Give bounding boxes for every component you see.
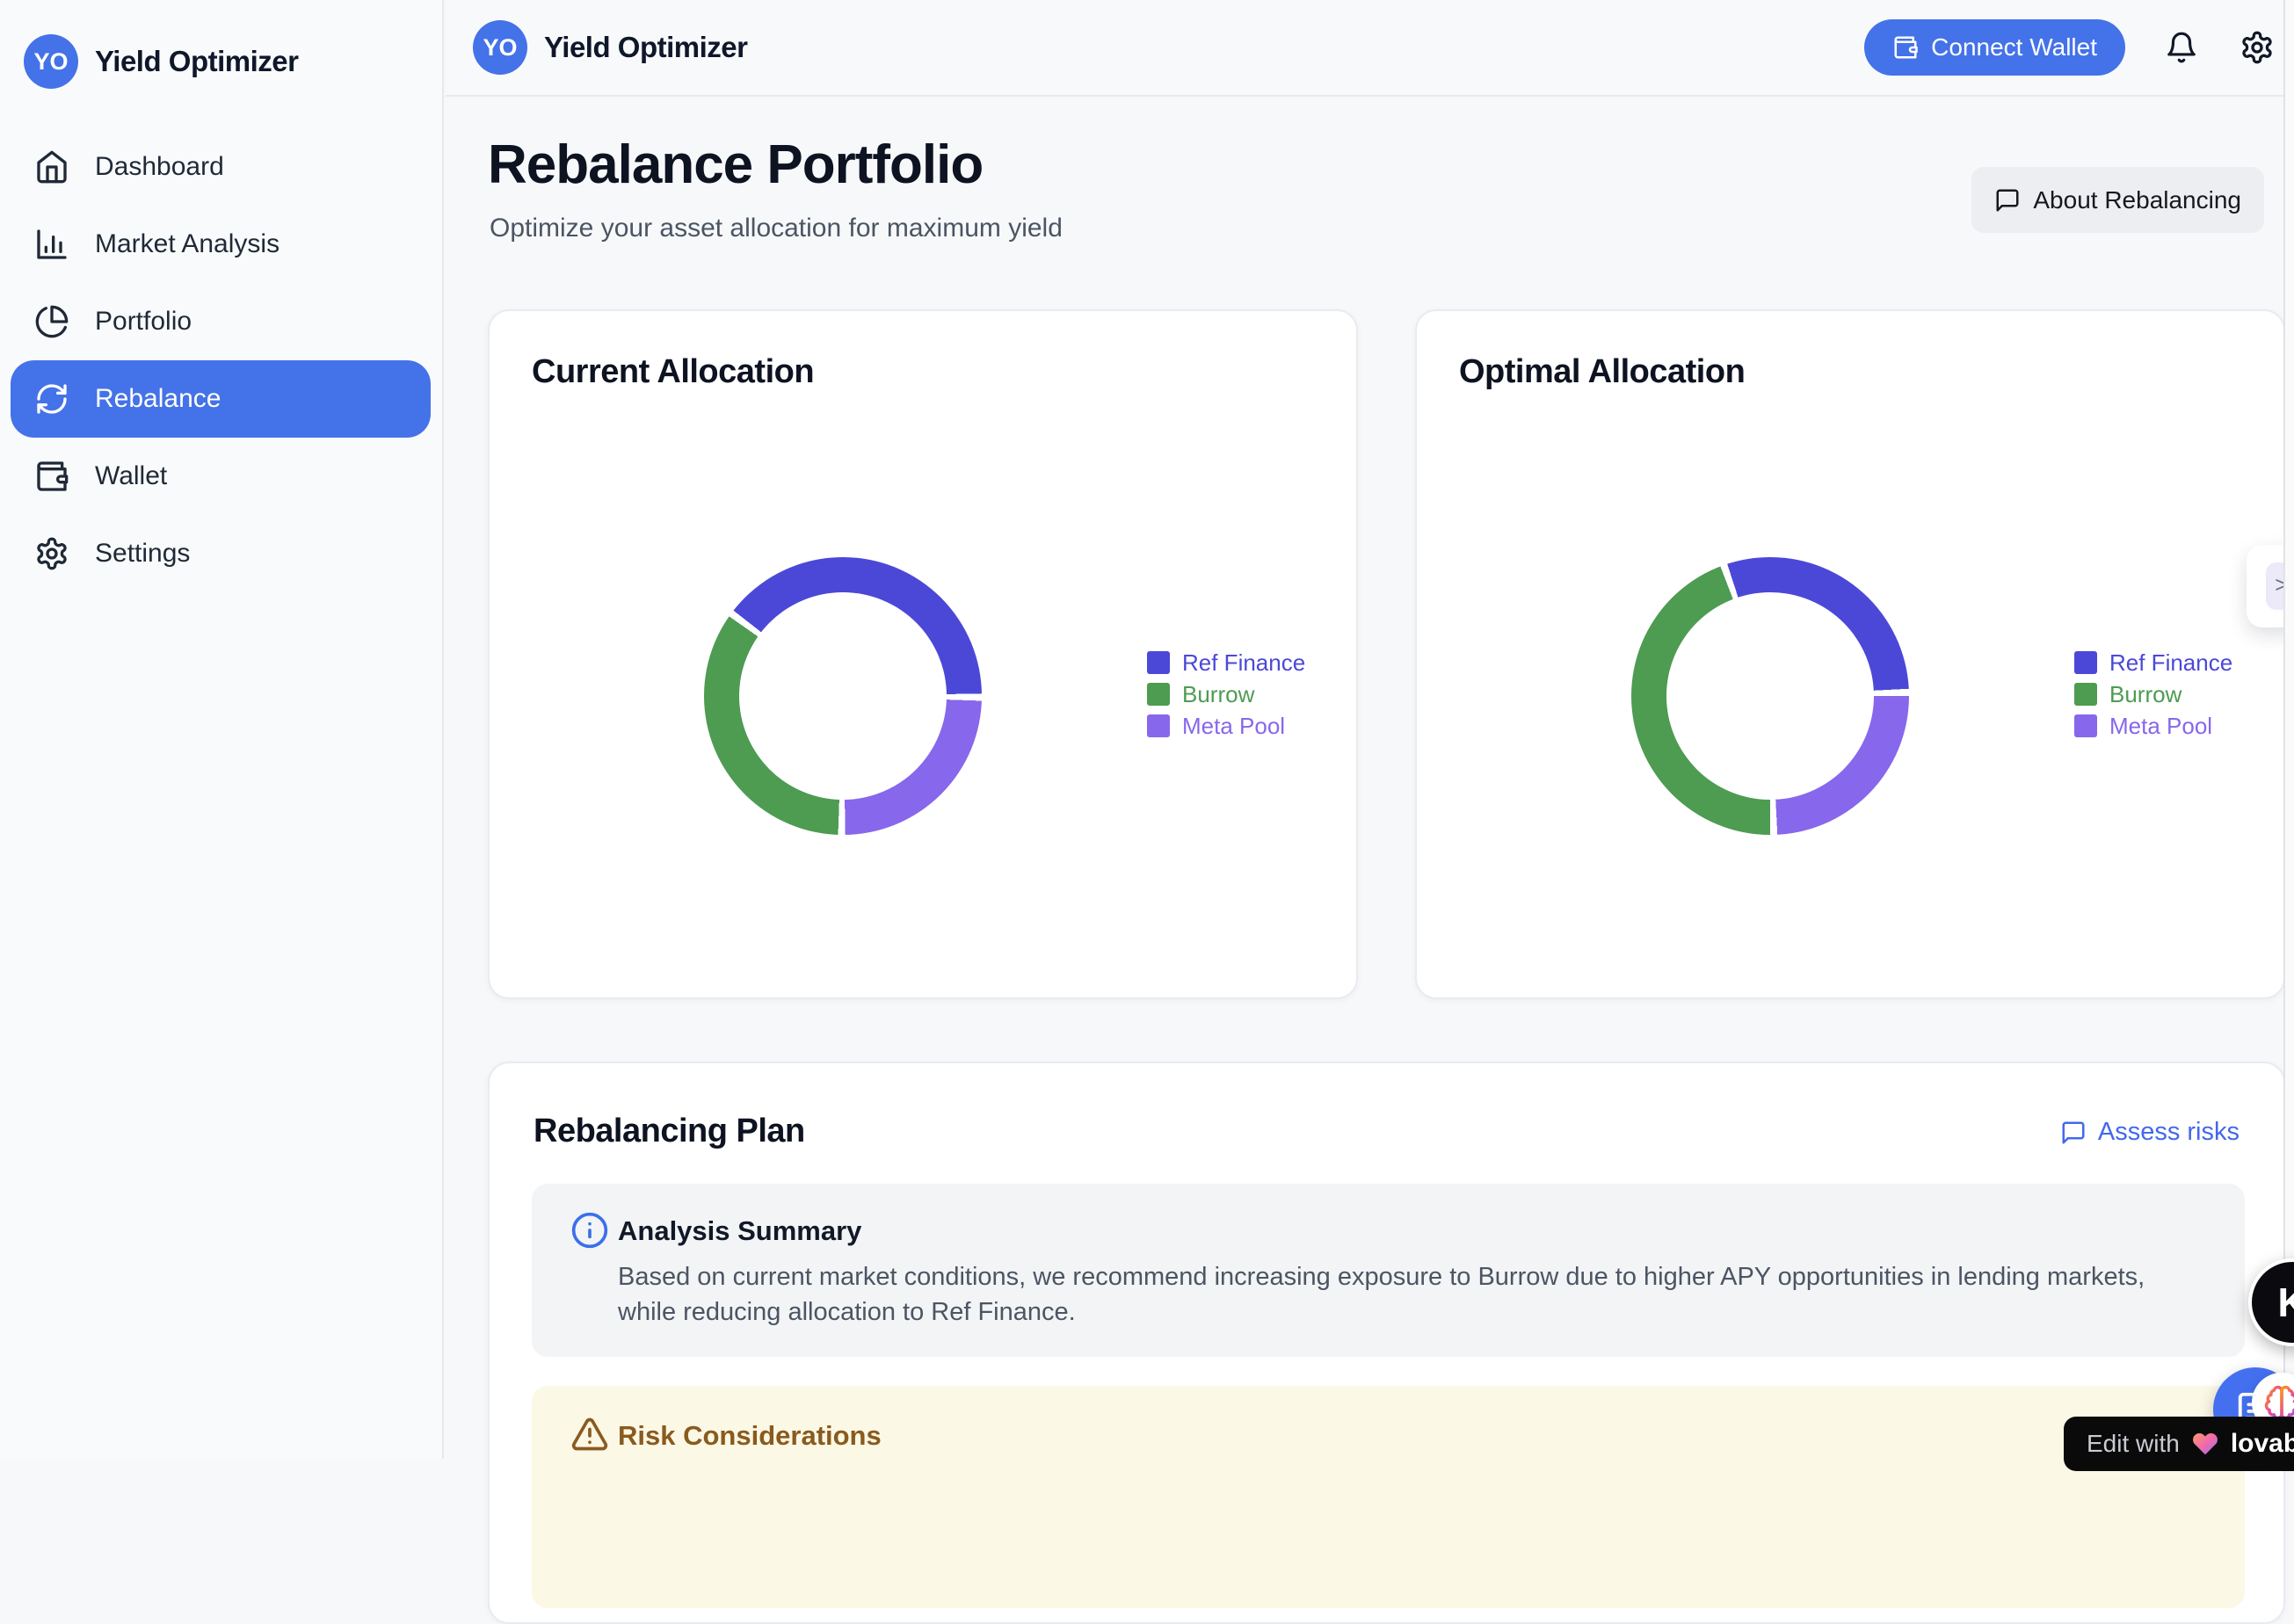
about-rebalancing-button[interactable]: About Rebalancing	[1971, 167, 2264, 233]
notifications-button[interactable]	[2162, 28, 2201, 67]
sidebar-item-wallet[interactable]: Wallet	[11, 438, 431, 515]
sidebar-item-rebalance[interactable]: Rebalance	[11, 360, 431, 438]
lovable-brand-label: lovable	[2230, 1429, 2294, 1458]
legend-item: Meta Pool	[1147, 710, 1305, 742]
legend-swatch	[2074, 714, 2097, 737]
assess-risks-label: Assess risks	[2097, 1118, 2240, 1146]
legend-label: Burrow	[2109, 680, 2182, 707]
sidebar-brand: YO Yield Optimizer	[24, 34, 299, 89]
bell-icon	[2165, 31, 2198, 64]
edit-with-label: Edit with	[2087, 1430, 2180, 1457]
wallet-icon	[1892, 34, 1919, 61]
home-icon	[34, 149, 69, 185]
legend-swatch	[1147, 683, 1170, 706]
chart-legend: Ref Finance Burrow Meta Pool	[1147, 647, 1305, 742]
current-allocation-card: Current Allocation Ref Finance Burrow Me…	[488, 309, 1358, 999]
card-title: Optimal Allocation	[1459, 353, 1746, 390]
gear-icon	[34, 536, 69, 571]
info-icon	[570, 1211, 609, 1250]
sidebar-item-market-analysis[interactable]: Market Analysis	[11, 206, 431, 283]
chart-legend: Ref Finance Burrow Meta Pool	[2074, 647, 2232, 742]
current-allocation-donut-chart	[704, 557, 982, 835]
optimal-allocation-donut-chart	[1631, 557, 1909, 835]
brain-icon	[2263, 1384, 2294, 1421]
sidebar-item-label: Wallet	[95, 461, 168, 490]
app-title: Yield Optimizer	[544, 31, 748, 63]
plan-title: Rebalancing Plan	[534, 1113, 805, 1149]
refresh-icon	[34, 381, 69, 417]
rebalancing-plan-card: Rebalancing Plan Assess risks Analysis S…	[488, 1062, 2285, 1624]
risk-considerations-title: Risk Considerations	[618, 1420, 882, 1451]
sidebar-item-portfolio[interactable]: Portfolio	[11, 283, 431, 360]
sidebar-item-label: Market Analysis	[95, 229, 280, 258]
sidebar-item-settings[interactable]: Settings	[11, 515, 431, 592]
pie-chart-icon	[34, 304, 69, 339]
bar-chart-icon	[34, 227, 69, 262]
legend-label: Burrow	[1182, 680, 1255, 707]
legend-label: Ref Finance	[1182, 649, 1306, 676]
assess-risks-link[interactable]: Assess risks	[2060, 1118, 2240, 1147]
legend-item: Ref Finance	[1147, 647, 1305, 678]
legend-item: Burrow	[1147, 678, 1305, 710]
topbar-actions: Connect Wallet	[1864, 19, 2276, 76]
legend-swatch	[2074, 651, 2097, 674]
page-subtitle: Optimize your asset allocation for maxim…	[490, 214, 1063, 243]
sidebar-item-label: Dashboard	[95, 152, 224, 181]
message-square-icon	[1994, 187, 2021, 214]
legend-item: Meta Pool	[2074, 710, 2232, 742]
app-logo: YO	[473, 20, 527, 75]
settings-button[interactable]	[2238, 28, 2276, 67]
page-title: Rebalance Portfolio	[488, 134, 984, 195]
sidebar-item-label: Settings	[95, 539, 191, 568]
legend-label: Ref Finance	[2109, 649, 2233, 676]
card-title: Current Allocation	[532, 353, 815, 390]
sidebar-item-label: Portfolio	[95, 307, 192, 336]
analysis-summary-box: Analysis Summary Based on current market…	[532, 1184, 2245, 1357]
sidebar-item-label: Rebalance	[95, 384, 221, 413]
sidebar-item-dashboard[interactable]: Dashboard	[11, 128, 431, 206]
legend-swatch	[1147, 651, 1170, 674]
legend-item: Ref Finance	[2074, 647, 2232, 678]
sidebar-nav: Dashboard Market Analysis Portfolio Reba…	[11, 128, 431, 592]
message-square-icon	[2060, 1120, 2087, 1146]
legend-swatch	[2074, 683, 2097, 706]
gear-icon	[2240, 30, 2275, 65]
analysis-summary-title: Analysis Summary	[618, 1215, 862, 1246]
analysis-summary-body: Based on current market conditions, we r…	[618, 1263, 2145, 1326]
legend-swatch	[1147, 714, 1170, 737]
wallet-icon	[34, 459, 69, 494]
risk-considerations-box: Risk Considerations	[532, 1386, 2245, 1608]
sidebar: YO Yield Optimizer Dashboard Market Anal…	[0, 0, 444, 1459]
connect-wallet-button[interactable]: Connect Wallet	[1864, 19, 2125, 76]
connect-wallet-label: Connect Wallet	[1931, 33, 2097, 61]
vertical-scrollbar[interactable]	[2283, 0, 2294, 1459]
legend-item: Burrow	[2074, 678, 2232, 710]
legend-label: Meta Pool	[1182, 712, 1286, 739]
app-title: Yield Optimizer	[95, 45, 299, 77]
warning-triangle-icon	[570, 1415, 609, 1454]
topbar-brand: YO Yield Optimizer	[473, 20, 748, 75]
topbar: YO Yield Optimizer Connect Wallet	[446, 0, 2294, 97]
optimal-allocation-card: Optimal Allocation Ref Finance Burrow Me…	[1415, 309, 2285, 999]
about-rebalancing-label: About Rebalancing	[2033, 185, 2241, 214]
heart-icon	[2191, 1430, 2219, 1458]
app-logo: YO	[24, 34, 78, 89]
edit-with-lovable-badge[interactable]: Edit with lovable ›	[2064, 1417, 2294, 1471]
legend-label: Meta Pool	[2109, 712, 2213, 739]
